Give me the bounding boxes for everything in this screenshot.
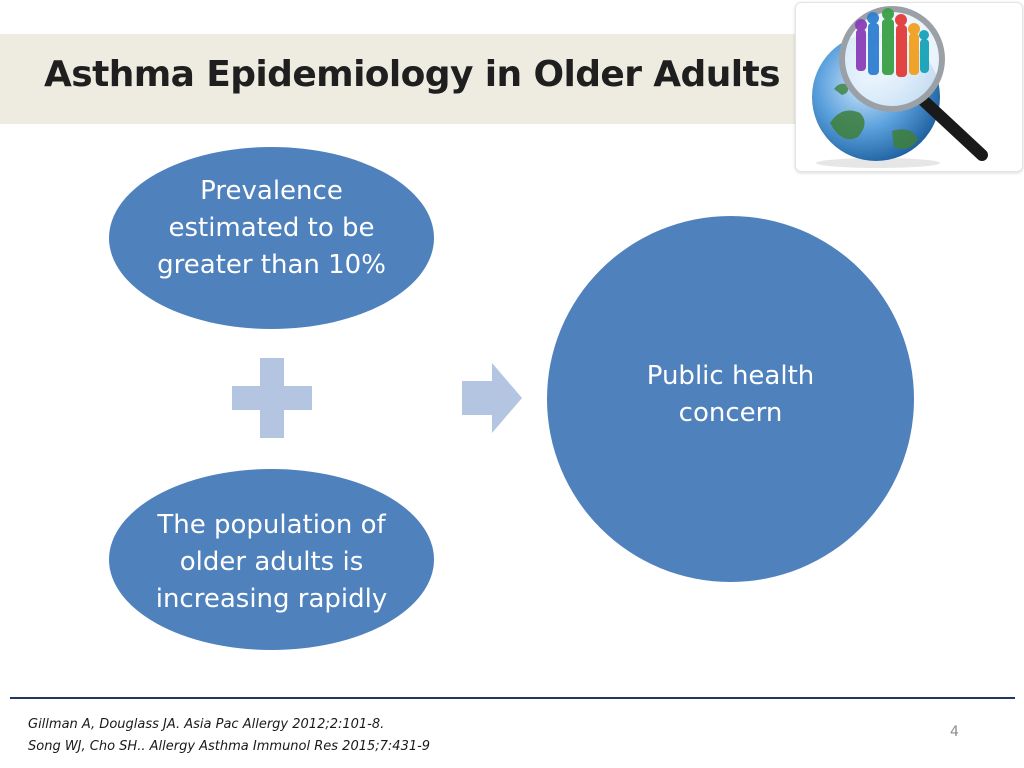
footer-rule bbox=[10, 697, 1015, 699]
prevalence-node: Prevalence estimated to be greater than … bbox=[109, 147, 434, 329]
globe-magnifier-logo bbox=[795, 2, 1023, 172]
population-text: The population of older adults is increa… bbox=[155, 510, 388, 614]
reference-item: Gillman A, Douglass JA. Asia Pac Allergy… bbox=[28, 717, 385, 732]
title-band bbox=[0, 34, 795, 124]
page-number: 4 bbox=[950, 724, 959, 740]
globe-magnifier-icon bbox=[812, 6, 988, 168]
slide-title: Asthma Epidemiology in Older Adults bbox=[44, 54, 781, 95]
prevalence-text: Prevalence estimated to be greater than … bbox=[157, 175, 386, 280]
plus-icon bbox=[232, 358, 312, 438]
references: Gillman A, Douglass JA. Asia Pac Allergy… bbox=[28, 714, 430, 758]
population-node: The population of older adults is increa… bbox=[109, 469, 434, 650]
reference-item: Song WJ, Cho SH.. Allergy Asthma Immunol… bbox=[28, 739, 431, 754]
public-health-node: Public health concern bbox=[547, 216, 914, 582]
public-health-text: Public health concern bbox=[646, 361, 815, 428]
right-arrow-icon bbox=[462, 363, 522, 433]
